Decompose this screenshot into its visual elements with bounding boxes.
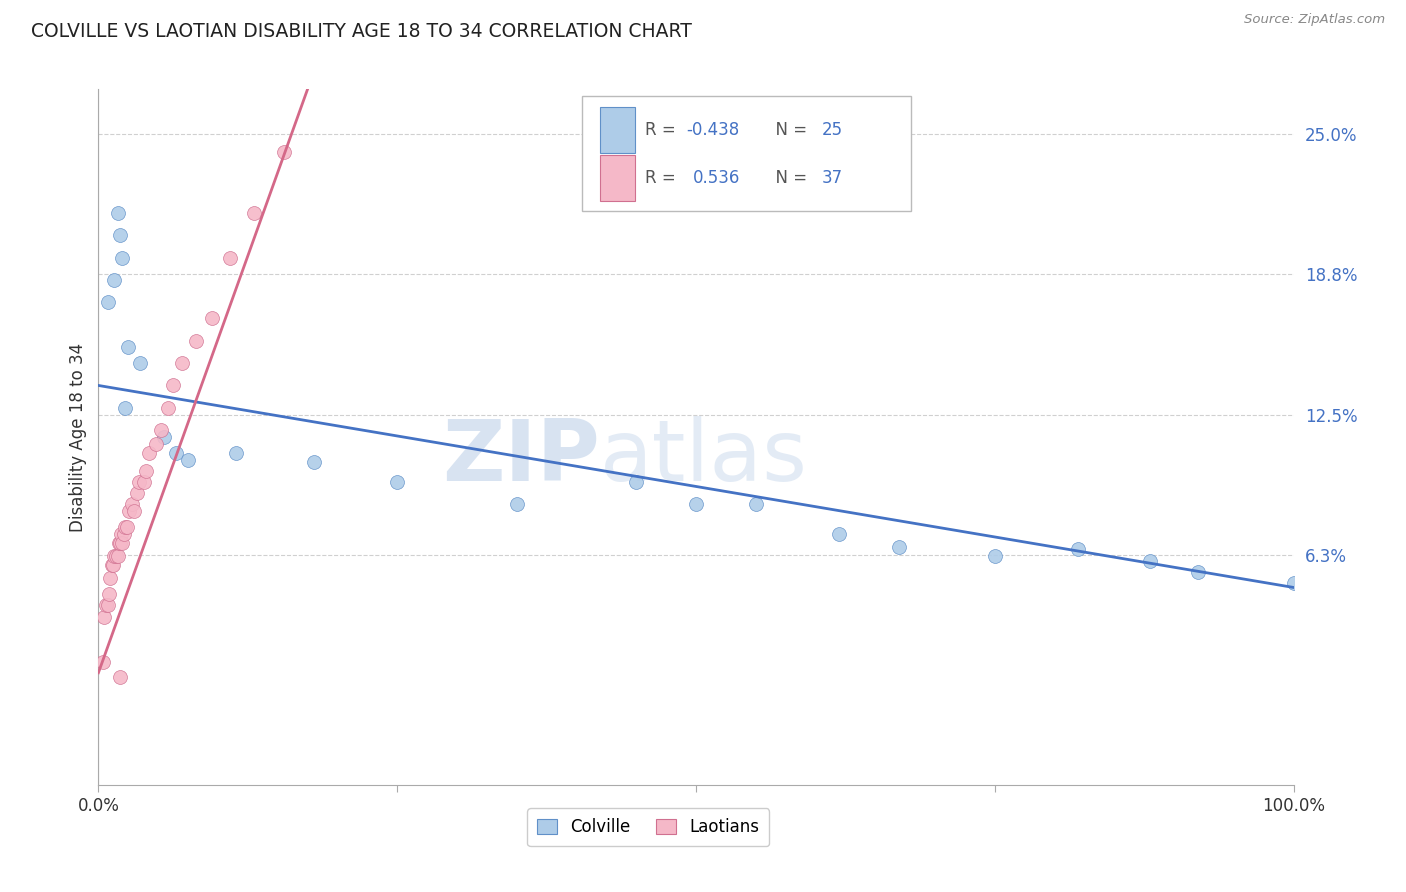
Point (685, 497, 707, 511)
Point (129, 356, 152, 370)
Point (121, 497, 143, 511)
FancyBboxPatch shape (582, 96, 911, 211)
Point (385, 475, 409, 489)
Point (889, 540, 911, 554)
Point (125, 486, 148, 500)
Point (186, 334, 208, 348)
Point (1282, 576, 1305, 591)
Point (108, 535, 131, 549)
Point (135, 464, 157, 478)
FancyBboxPatch shape (600, 154, 636, 201)
Point (107, 205, 129, 219)
Point (118, 504, 141, 518)
Point (117, 340, 139, 354)
Point (103, 549, 125, 563)
Point (243, 205, 266, 219)
Point (1139, 553, 1161, 567)
Text: N =: N = (765, 169, 813, 186)
Text: Source: ZipAtlas.com: Source: ZipAtlas.com (1244, 13, 1385, 27)
Point (107, 535, 129, 549)
Point (108, 670, 131, 684)
Point (145, 437, 167, 451)
Point (94, 599, 117, 613)
Point (110, 526, 132, 541)
Point (828, 526, 851, 541)
Point (219, 251, 242, 265)
Point (172, 356, 194, 370)
Point (103, 273, 125, 287)
Point (626, 475, 648, 489)
Text: 0.536: 0.536 (692, 169, 740, 186)
Point (138, 446, 160, 460)
Text: 25: 25 (821, 121, 842, 139)
Text: 37: 37 (821, 169, 842, 186)
Point (177, 452, 200, 467)
Point (302, 455, 325, 469)
Point (149, 423, 172, 437)
Point (745, 497, 768, 511)
Text: -0.438: -0.438 (686, 121, 740, 139)
Point (98, 587, 121, 601)
Point (108, 228, 131, 243)
Point (1067, 542, 1090, 557)
Point (97, 599, 120, 613)
Text: R =: R = (644, 169, 686, 186)
Point (225, 446, 247, 460)
Point (114, 520, 136, 534)
Point (114, 401, 136, 415)
Point (273, 145, 295, 159)
Point (128, 475, 150, 489)
Point (153, 430, 176, 444)
Text: N =: N = (765, 121, 813, 139)
Point (506, 497, 529, 511)
Point (111, 251, 134, 265)
Point (107, 549, 129, 563)
Point (115, 520, 138, 534)
Point (165, 446, 187, 460)
FancyBboxPatch shape (600, 107, 636, 153)
Text: R =: R = (644, 121, 681, 139)
Point (156, 401, 179, 415)
Text: COLVILLE VS LAOTIAN DISABILITY AGE 18 TO 34 CORRELATION CHART: COLVILLE VS LAOTIAN DISABILITY AGE 18 TO… (31, 22, 692, 41)
Text: atlas: atlas (600, 417, 808, 500)
Y-axis label: Disability Age 18 to 34: Disability Age 18 to 34 (69, 343, 87, 532)
Point (112, 526, 135, 541)
Point (132, 475, 155, 489)
Point (105, 549, 128, 563)
Legend: Colville, Laotians: Colville, Laotians (527, 808, 769, 847)
Point (100, 558, 122, 572)
Point (201, 311, 224, 326)
Text: ZIP: ZIP (443, 417, 600, 500)
Point (124, 504, 146, 518)
Point (1187, 565, 1209, 579)
Point (97, 295, 120, 310)
Point (101, 558, 124, 572)
Point (93, 609, 115, 624)
Point (91, 655, 114, 669)
Point (98, 572, 122, 586)
Point (984, 549, 1007, 563)
Point (111, 535, 134, 549)
Point (162, 378, 184, 392)
